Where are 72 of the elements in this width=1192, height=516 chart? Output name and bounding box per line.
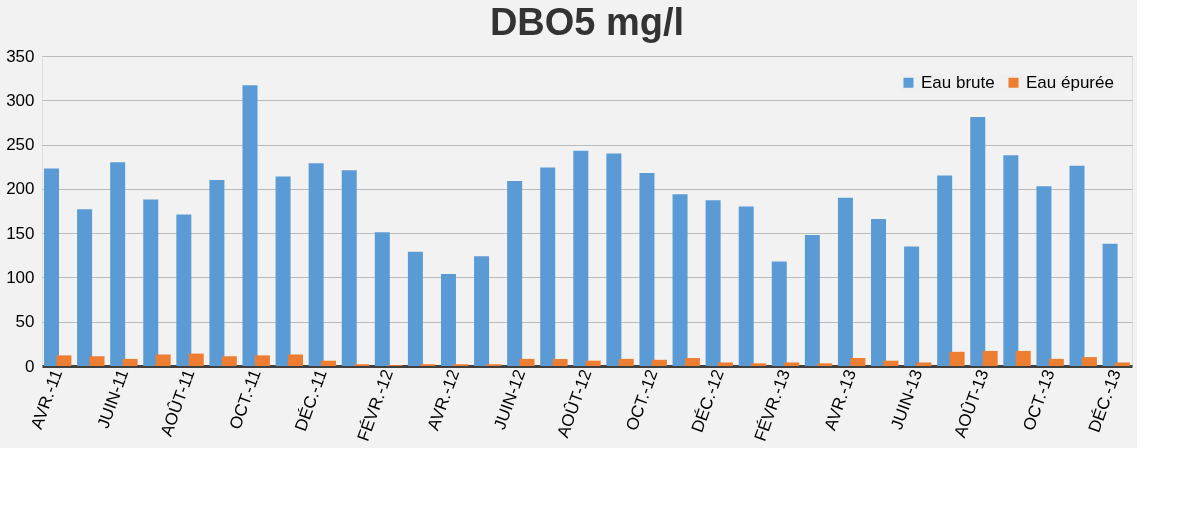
bar xyxy=(275,176,291,366)
bar xyxy=(341,170,357,366)
bar xyxy=(552,358,568,366)
bar xyxy=(374,232,390,366)
bar xyxy=(209,180,225,366)
bar xyxy=(89,356,105,366)
bar xyxy=(1069,165,1085,366)
bar xyxy=(651,359,667,366)
bar xyxy=(321,360,337,366)
bar xyxy=(122,358,138,366)
bar xyxy=(221,356,237,366)
bar xyxy=(606,153,622,366)
y-tick-label: 250 xyxy=(6,135,35,155)
y-tick-label: 200 xyxy=(6,179,35,199)
bar xyxy=(188,353,204,366)
bar xyxy=(1015,350,1031,366)
bar xyxy=(982,350,998,366)
y-tick-label: 50 xyxy=(15,312,35,332)
bar xyxy=(1102,243,1118,366)
bar xyxy=(705,200,721,366)
y-tick-label: 350 xyxy=(6,46,35,66)
bar xyxy=(540,167,556,366)
bar xyxy=(110,162,126,366)
bar xyxy=(970,117,986,366)
bar xyxy=(1036,186,1052,366)
legend-label: Eau brute xyxy=(921,72,995,92)
bar xyxy=(308,163,324,366)
bar xyxy=(254,355,270,366)
bar xyxy=(507,180,523,366)
bar xyxy=(784,362,800,366)
bar xyxy=(1048,358,1064,366)
bar xyxy=(573,150,589,366)
bar xyxy=(155,354,171,366)
bar xyxy=(77,209,93,366)
bar xyxy=(751,363,767,366)
bar xyxy=(519,358,535,366)
bar xyxy=(718,362,734,366)
bar xyxy=(684,358,700,366)
bar xyxy=(771,261,787,366)
bar xyxy=(672,194,688,366)
bar xyxy=(738,206,754,366)
bar xyxy=(639,172,655,366)
bar xyxy=(287,354,303,366)
legend-label: Eau épurée xyxy=(1026,72,1114,92)
bar xyxy=(143,199,159,366)
y-tick-label: 300 xyxy=(6,90,35,110)
bar xyxy=(474,256,490,366)
bar xyxy=(904,246,920,366)
bar xyxy=(850,358,866,366)
bar xyxy=(407,251,423,366)
y-tick-label: 0 xyxy=(25,356,35,376)
bar xyxy=(585,360,601,366)
bar xyxy=(56,355,72,366)
bar xyxy=(871,218,887,366)
y-tick-label: 150 xyxy=(6,223,35,243)
chart-title: DBO5 mg/l xyxy=(489,1,685,43)
bar xyxy=(440,273,456,366)
bar xyxy=(883,360,899,366)
bar xyxy=(804,234,820,366)
bar xyxy=(837,197,853,366)
bar xyxy=(1114,362,1130,366)
bar xyxy=(176,214,192,366)
bar xyxy=(817,363,833,366)
bar xyxy=(949,351,965,366)
bar xyxy=(1081,357,1097,366)
bar xyxy=(618,358,634,366)
y-tick-label: 100 xyxy=(6,267,35,287)
bar xyxy=(1003,155,1019,366)
bar xyxy=(44,168,60,366)
bar xyxy=(937,175,953,366)
bar xyxy=(242,85,258,366)
bar xyxy=(916,362,932,366)
